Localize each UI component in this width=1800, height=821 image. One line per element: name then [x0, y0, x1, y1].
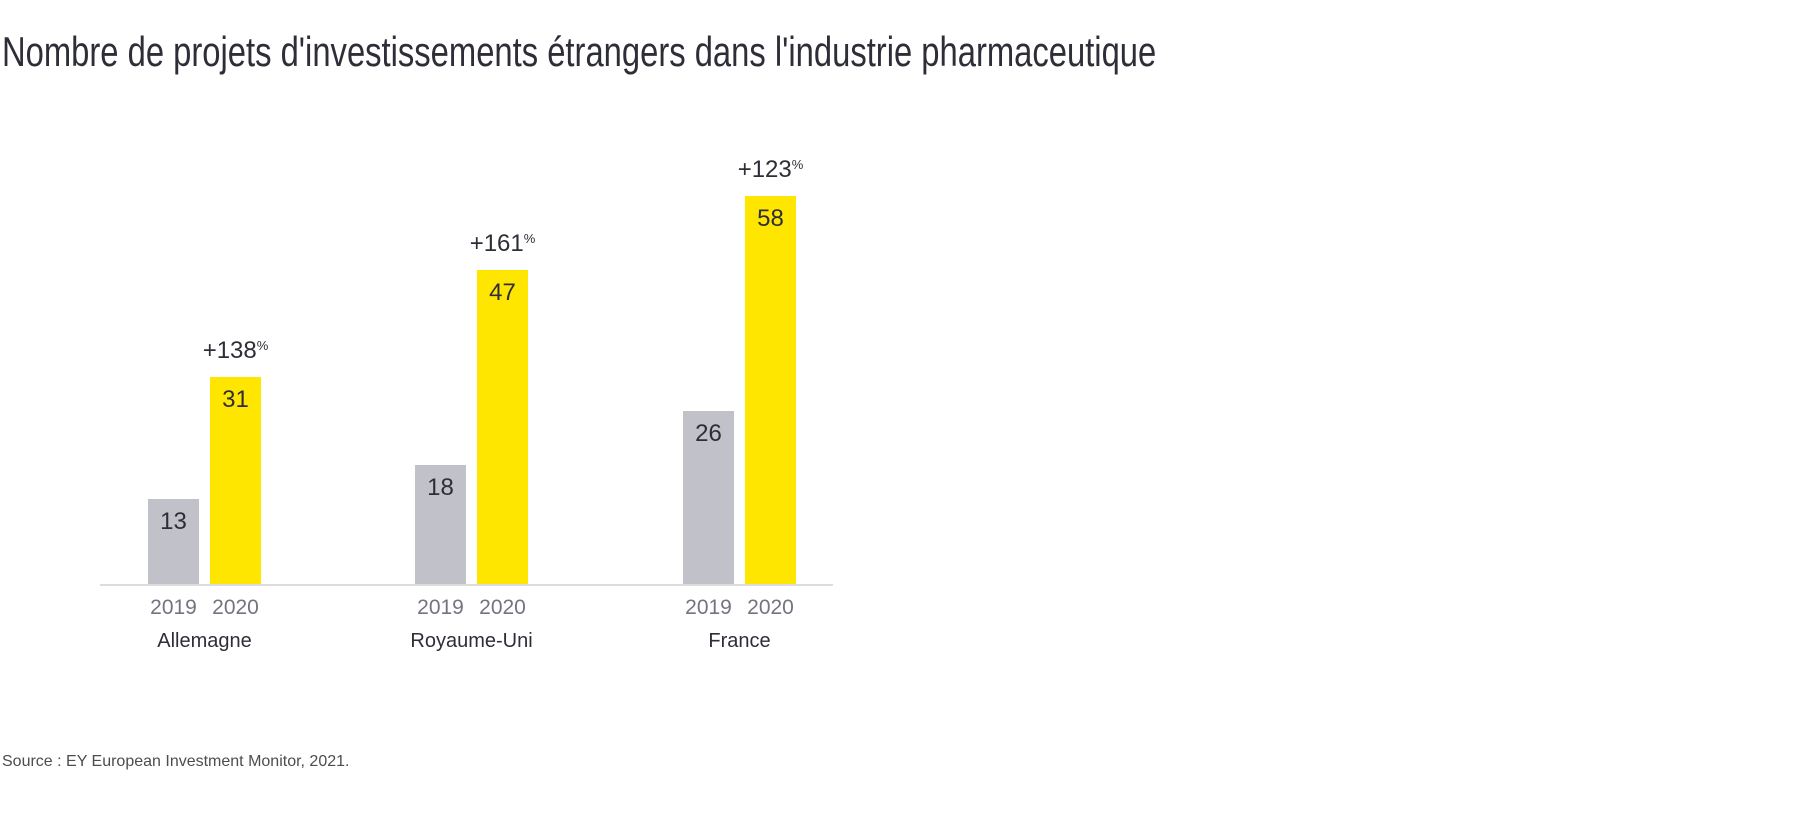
bar-value-label: 13 — [160, 508, 187, 535]
bar-value-label: 26 — [695, 420, 722, 447]
percent-sign: % — [256, 338, 269, 353]
bar-group-france: 26 2019 58 2020 +123% France — [683, 0, 804, 652]
bar-2020-allemagne: 31 — [210, 377, 261, 586]
growth-value: +138 — [202, 337, 257, 364]
category-label: France — [708, 630, 771, 652]
source-note: Source : EY European Investment Monitor,… — [2, 753, 350, 770]
growth-annotation: +123% — [738, 156, 804, 184]
year-label: 2020 — [212, 596, 259, 619]
chart-title: Nombre de projets d'investissements étra… — [2, 28, 1157, 75]
bar-value-label: 31 — [222, 386, 249, 413]
bar-value-label: 58 — [757, 205, 784, 232]
growth-annotation: +138% — [203, 337, 269, 365]
category-label: Allemagne — [157, 630, 252, 652]
growth-value: +161 — [469, 230, 524, 257]
bar-2020-royaume-uni: 47 — [477, 270, 528, 586]
percent-sign: % — [791, 157, 804, 172]
year-label: 2020 — [479, 596, 526, 619]
percent-sign: % — [523, 231, 536, 246]
bar-2019-allemagne: 13 — [148, 499, 199, 586]
growth-annotation: +161% — [470, 230, 536, 258]
year-label: 2019 — [685, 596, 732, 619]
bar-2019-france: 26 — [683, 411, 734, 586]
bar-value-label: 18 — [427, 474, 454, 501]
bar-value-label: 47 — [489, 279, 516, 306]
bar-group-allemagne: 13 2019 31 2020 +138% Allemagne — [148, 0, 269, 652]
bar-group-royaume-uni: 18 2019 47 2020 +161% Royaume-Uni — [410, 0, 536, 652]
year-label: 2019 — [417, 596, 464, 619]
category-label: Royaume-Uni — [410, 630, 533, 652]
x-axis-line — [100, 584, 833, 586]
bar-2019-royaume-uni: 18 — [415, 465, 466, 586]
year-label: 2020 — [747, 596, 794, 619]
year-label: 2019 — [150, 596, 197, 619]
growth-value: +123 — [737, 156, 792, 183]
bar-2020-france: 58 — [745, 196, 796, 586]
